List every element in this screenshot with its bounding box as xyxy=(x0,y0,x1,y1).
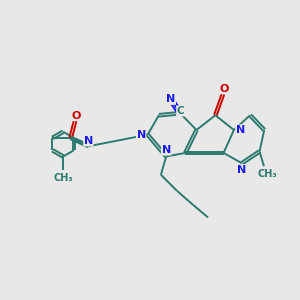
Text: C: C xyxy=(177,106,184,116)
Text: N: N xyxy=(166,94,176,104)
Text: N: N xyxy=(136,130,146,140)
Text: N: N xyxy=(162,145,171,155)
Text: O: O xyxy=(220,84,229,94)
Text: CH₃: CH₃ xyxy=(257,169,277,179)
Text: N: N xyxy=(236,125,245,135)
Text: N: N xyxy=(237,165,246,175)
Text: N: N xyxy=(84,136,93,146)
Text: O: O xyxy=(72,110,81,121)
Text: CH₃: CH₃ xyxy=(53,173,73,183)
